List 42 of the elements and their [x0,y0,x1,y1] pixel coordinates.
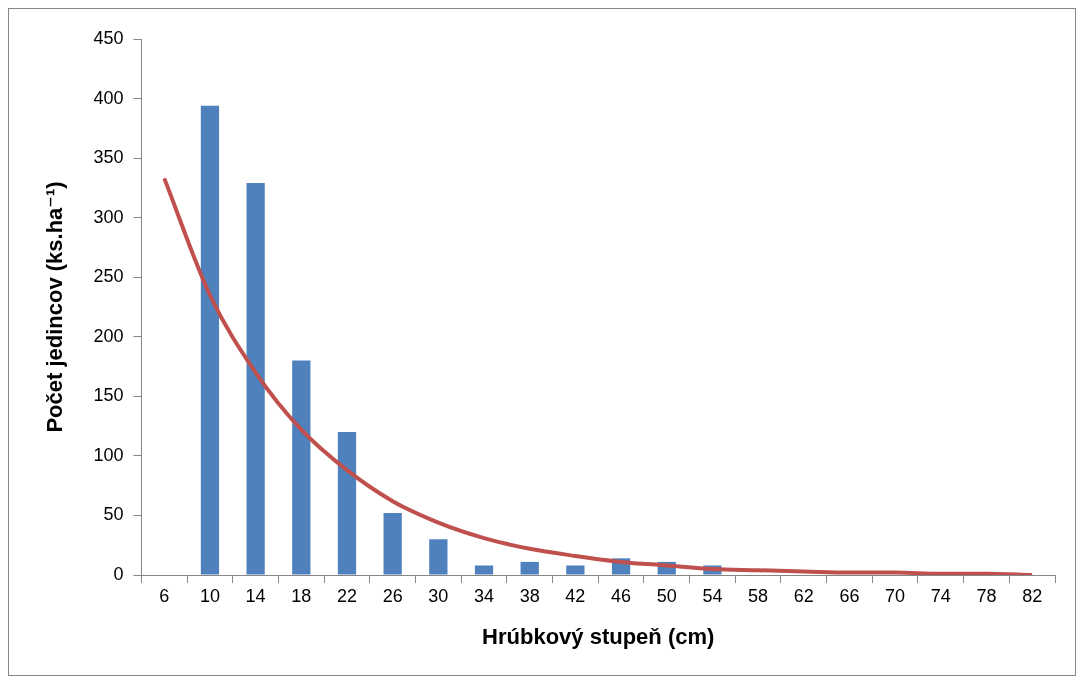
y-tick-label: 350 [93,147,124,168]
x-axis-title: Hrúbkový stupeň (cm) [482,623,715,649]
line-series [162,176,1035,575]
y-tick-label: 50 [103,504,124,525]
bar [474,565,494,575]
y-tick-label: 200 [93,325,124,346]
x-tick-label: 66 [839,585,860,606]
y-tick-label: 100 [93,444,124,465]
x-tick-label: 42 [565,585,586,606]
y-tick-label: 250 [93,266,124,287]
bar [383,513,402,575]
y-tick-label: 450 [93,27,124,48]
x-tick-label: 50 [656,585,677,606]
y-tick-label: 0 [113,563,124,584]
y-tick-label: 300 [93,206,124,227]
bar [246,183,265,575]
bar [292,360,311,575]
y-tick-label: 400 [93,87,124,108]
x-tick-label: 62 [793,585,814,606]
x-tick-label: 78 [976,585,997,606]
x-tick-label: 46 [611,585,632,606]
x-tick-label: 38 [519,585,540,606]
x-tick-label: 30 [428,585,449,606]
y-axis-title: Počet jedincov (ks.ha⁻¹) [42,181,68,433]
bar [520,561,539,575]
x-tick-label: 54 [702,585,723,606]
x-tick-label: 58 [748,585,769,606]
x-tick-label: 74 [930,585,951,606]
x-tick-label: 18 [291,585,312,606]
x-tick-label: 26 [382,585,403,606]
x-tick-label: 6 [159,585,170,606]
x-tick-label: 10 [199,585,220,606]
x-tick-label: 34 [474,585,495,606]
x-tick-label: 22 [336,585,357,606]
bar [429,539,448,575]
y-tick-label: 150 [93,385,124,406]
x-tick-label: 14 [245,585,266,606]
x-tick-label: 70 [885,585,906,606]
bar [337,432,357,575]
bar [566,565,585,575]
bar [200,105,220,575]
x-tick-label: 82 [1022,585,1043,606]
